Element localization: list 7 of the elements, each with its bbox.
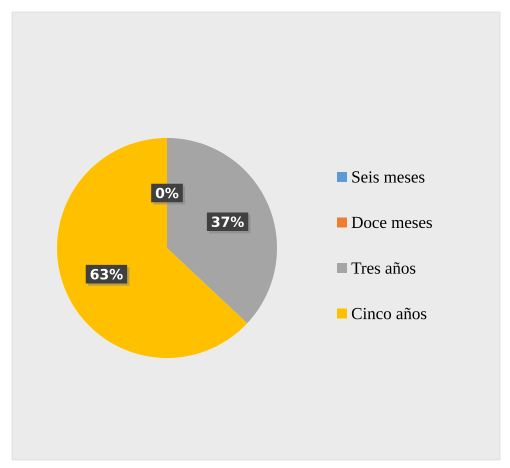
legend-label: Doce meses [352, 216, 432, 228]
legend-label: Cinco años [352, 308, 426, 320]
data-label: 63% [90, 268, 123, 280]
text: 0% [156, 188, 178, 198]
data-label: 37% [212, 216, 244, 228]
legend-label: Seis meses [352, 171, 424, 183]
legend-label: Tres años [352, 262, 416, 274]
